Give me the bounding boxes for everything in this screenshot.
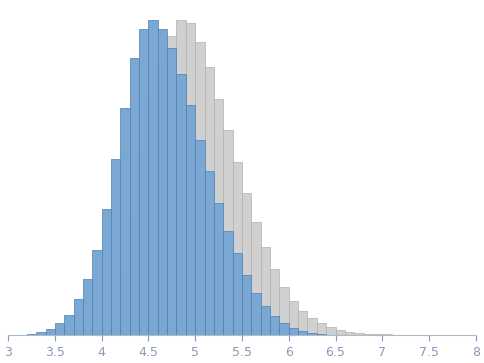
Bar	[270, 317, 279, 335]
Bar	[195, 140, 205, 335]
Bar	[335, 330, 345, 335]
Bar	[186, 105, 195, 335]
Bar	[373, 334, 382, 335]
Bar	[130, 216, 139, 335]
Bar	[177, 74, 186, 335]
Bar	[205, 67, 214, 335]
Bar	[55, 323, 64, 335]
Bar	[158, 29, 167, 335]
Bar	[270, 269, 279, 335]
Bar	[317, 334, 326, 335]
Bar	[130, 58, 139, 335]
Bar	[92, 250, 102, 335]
Bar	[233, 162, 242, 335]
Bar	[36, 332, 45, 335]
Bar	[279, 286, 289, 335]
Bar	[167, 48, 177, 335]
Bar	[139, 152, 149, 335]
Bar	[363, 334, 373, 335]
Bar	[307, 318, 317, 335]
Bar	[261, 306, 270, 335]
Bar	[261, 247, 270, 335]
Bar	[345, 332, 354, 335]
Bar	[298, 311, 307, 335]
Bar	[149, 20, 158, 335]
Bar	[186, 23, 195, 335]
Bar	[233, 253, 242, 335]
Bar	[45, 329, 55, 335]
Bar	[251, 293, 261, 335]
Bar	[223, 130, 233, 335]
Bar	[121, 272, 130, 335]
Bar	[354, 333, 363, 335]
Bar	[279, 323, 289, 335]
Bar	[158, 64, 167, 335]
Bar	[214, 99, 223, 335]
Bar	[251, 222, 261, 335]
Bar	[102, 209, 111, 335]
Bar	[382, 334, 392, 335]
Bar	[317, 323, 326, 335]
Bar	[139, 29, 149, 335]
Bar	[298, 331, 307, 335]
Bar	[167, 36, 177, 335]
Bar	[214, 203, 223, 335]
Bar	[27, 334, 36, 335]
Bar	[74, 299, 83, 335]
Bar	[242, 193, 251, 335]
Bar	[289, 301, 298, 335]
Bar	[111, 159, 121, 335]
Bar	[195, 42, 205, 335]
Bar	[223, 231, 233, 335]
Bar	[242, 276, 251, 335]
Bar	[64, 315, 74, 335]
Bar	[177, 20, 186, 335]
Bar	[205, 171, 214, 335]
Bar	[149, 102, 158, 335]
Bar	[326, 327, 335, 335]
Bar	[307, 333, 317, 335]
Bar	[289, 328, 298, 335]
Bar	[121, 108, 130, 335]
Bar	[83, 279, 92, 335]
